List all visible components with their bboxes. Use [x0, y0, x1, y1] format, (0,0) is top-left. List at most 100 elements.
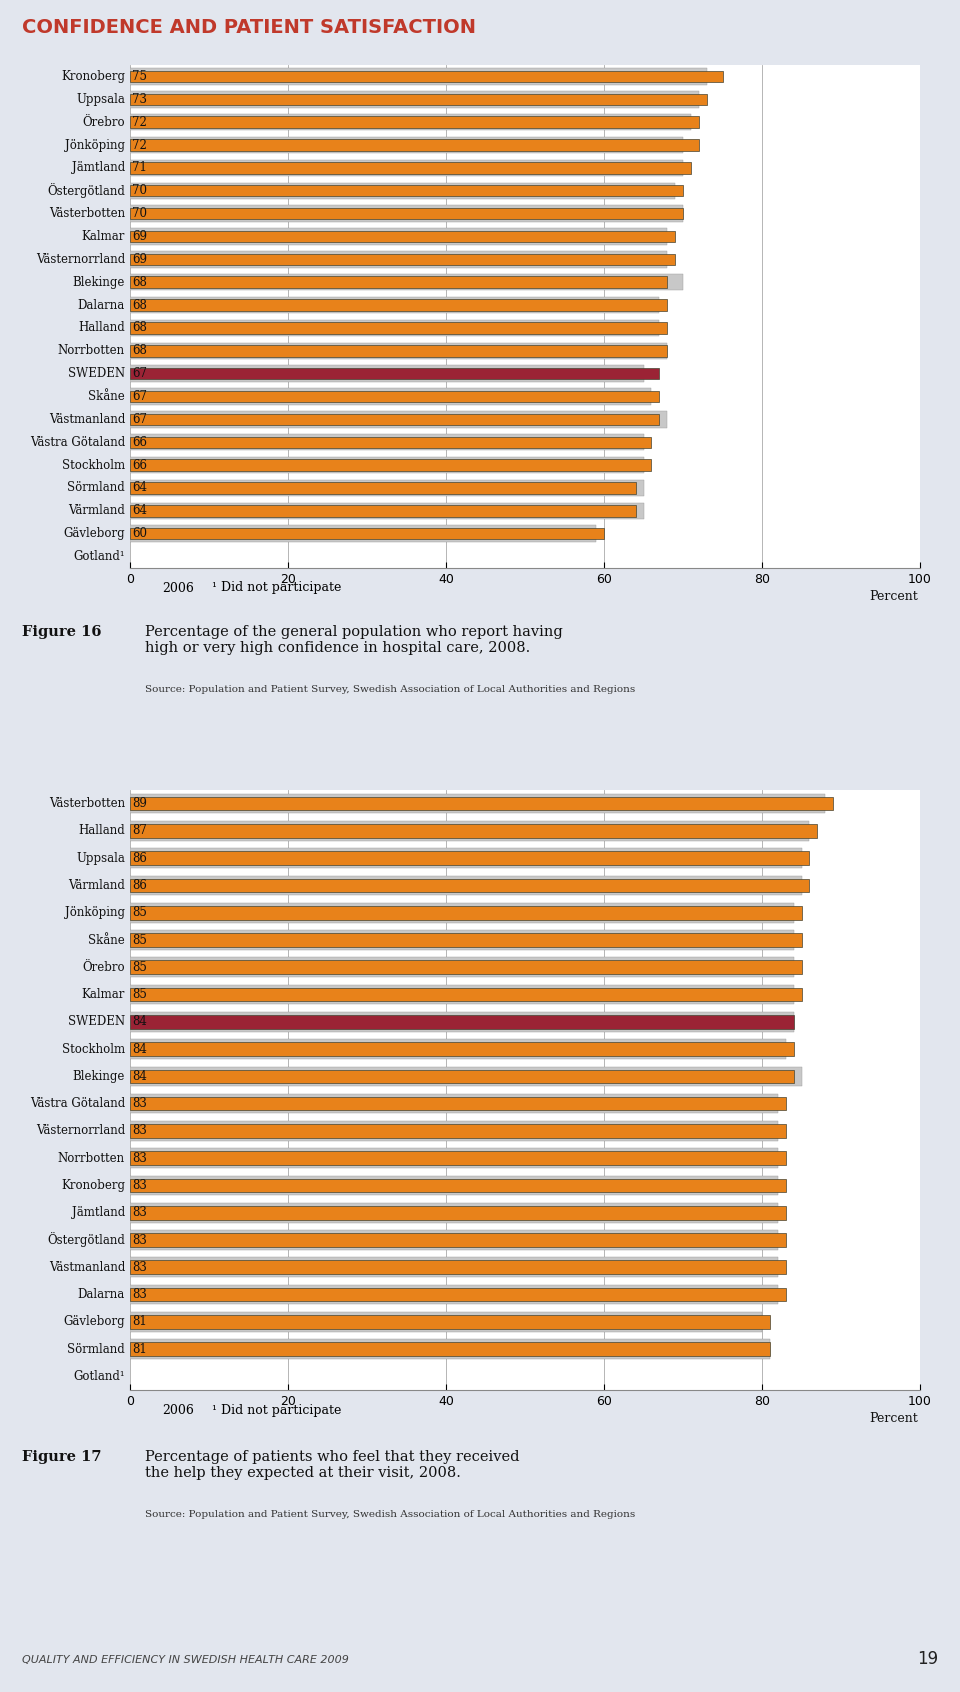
Text: Västra Götaland: Västra Götaland: [30, 437, 125, 448]
Text: 84: 84: [132, 1015, 147, 1029]
Text: Dalarna: Dalarna: [78, 1288, 125, 1301]
Text: 85: 85: [132, 907, 147, 919]
Text: 2006: 2006: [162, 582, 195, 594]
Text: Percent: Percent: [869, 1411, 918, 1425]
Text: Percent: Percent: [869, 589, 918, 602]
Bar: [130, 1340, 770, 1359]
Bar: [130, 848, 802, 868]
Text: Östergötland: Östergötland: [47, 183, 125, 198]
Text: 68: 68: [132, 321, 147, 335]
Bar: [130, 1012, 794, 1032]
Text: 69: 69: [132, 230, 147, 244]
Bar: [130, 1039, 785, 1059]
Text: 67: 67: [132, 413, 147, 426]
Bar: [130, 1233, 785, 1247]
Bar: [130, 137, 683, 154]
Text: SWEDEN: SWEDEN: [68, 367, 125, 381]
Bar: [130, 91, 699, 108]
Bar: [130, 299, 667, 311]
Bar: [130, 274, 683, 291]
Bar: [130, 230, 675, 242]
Bar: [130, 528, 604, 540]
Text: Skåne: Skåne: [88, 391, 125, 403]
Text: ¹ Did not participate: ¹ Did not participate: [211, 582, 341, 594]
Bar: [130, 254, 675, 266]
Bar: [130, 117, 699, 129]
Text: 68: 68: [132, 298, 147, 311]
Text: 67: 67: [132, 367, 147, 381]
Text: Jämtland: Jämtland: [72, 1206, 125, 1220]
Text: 85: 85: [132, 934, 147, 946]
Text: 83: 83: [132, 1096, 147, 1110]
Bar: [130, 526, 596, 541]
Bar: [130, 250, 667, 267]
Bar: [130, 1257, 778, 1277]
Text: Source: Population and Patient Survey, Swedish Association of Local Authorities : Source: Population and Patient Survey, S…: [145, 1509, 636, 1519]
Bar: [130, 482, 636, 494]
Bar: [130, 460, 652, 470]
Bar: [130, 342, 667, 359]
Text: 70: 70: [132, 184, 147, 198]
Bar: [130, 1284, 778, 1305]
Text: Dalarna: Dalarna: [78, 298, 125, 311]
Bar: [130, 387, 652, 404]
Text: 19: 19: [917, 1650, 938, 1668]
Text: Norrbotten: Norrbotten: [58, 1152, 125, 1164]
Text: ¹ Did not participate: ¹ Did not participate: [211, 1403, 341, 1416]
Text: 83: 83: [132, 1152, 147, 1164]
Bar: [130, 931, 794, 949]
Bar: [130, 296, 660, 313]
Bar: [130, 208, 683, 220]
Text: Figure 17: Figure 17: [22, 1450, 102, 1464]
Text: 84: 84: [132, 1042, 147, 1056]
Bar: [130, 794, 826, 814]
Text: Source: Population and Patient Survey, Swedish Association of Local Authorities : Source: Population and Patient Survey, S…: [145, 685, 636, 694]
Text: 60: 60: [132, 528, 147, 540]
Bar: [130, 985, 794, 1005]
Text: Sörmland: Sörmland: [67, 1342, 125, 1355]
Text: 89: 89: [132, 797, 147, 810]
Bar: [130, 1261, 785, 1274]
Bar: [130, 481, 643, 496]
Bar: [130, 435, 643, 450]
Text: Kalmar: Kalmar: [82, 988, 125, 1002]
Text: Kronoberg: Kronoberg: [61, 1179, 125, 1191]
Bar: [130, 1206, 785, 1220]
Text: 69: 69: [132, 252, 147, 266]
Bar: [130, 1069, 794, 1083]
Text: 67: 67: [132, 391, 147, 403]
Text: 81: 81: [132, 1342, 147, 1355]
Bar: [130, 904, 794, 922]
Text: Blekinge: Blekinge: [73, 276, 125, 289]
Text: Figure 16: Figure 16: [22, 624, 102, 640]
Bar: [130, 159, 683, 176]
Text: 83: 83: [132, 1261, 147, 1274]
Text: 64: 64: [132, 482, 147, 494]
Text: Västernorrland: Västernorrland: [36, 252, 125, 266]
Bar: [130, 1096, 785, 1110]
Text: 75: 75: [132, 69, 147, 83]
Text: Värmland: Värmland: [68, 504, 125, 518]
Text: Jämtland: Jämtland: [72, 161, 125, 174]
Bar: [130, 365, 643, 382]
Bar: [130, 988, 802, 1002]
Text: 81: 81: [132, 1315, 147, 1328]
Text: 86: 86: [132, 851, 147, 865]
Bar: [130, 905, 802, 919]
Text: 72: 72: [132, 115, 147, 129]
Text: 83: 83: [132, 1288, 147, 1301]
Bar: [130, 228, 667, 245]
Bar: [130, 797, 833, 810]
Bar: [130, 934, 802, 948]
Text: Uppsala: Uppsala: [76, 851, 125, 865]
Bar: [130, 1093, 778, 1113]
Text: Örebro: Örebro: [83, 115, 125, 129]
Text: Kalmar: Kalmar: [82, 230, 125, 244]
Bar: [130, 878, 809, 892]
Text: 83: 83: [132, 1125, 147, 1137]
Text: Värmland: Värmland: [68, 878, 125, 892]
Text: Västerbotten: Västerbotten: [49, 797, 125, 810]
Text: Percentage of the general population who report having
high or very high confide: Percentage of the general population who…: [145, 624, 563, 655]
Text: Uppsala: Uppsala: [76, 93, 125, 107]
Bar: [130, 93, 707, 105]
